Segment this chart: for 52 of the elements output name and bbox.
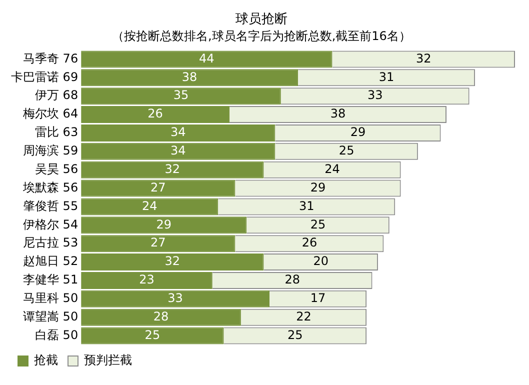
data-label: 38: [182, 70, 198, 84]
data-label: 38: [330, 106, 346, 121]
data-label: 29: [310, 180, 326, 194]
data-label: 25: [144, 328, 160, 342]
data-label: 22: [296, 309, 312, 324]
y-tick-label: 梅尔坎 64: [22, 106, 78, 121]
data-label: 34: [170, 144, 186, 158]
data-label: 24: [324, 162, 340, 176]
data-label: 32: [416, 51, 432, 66]
y-tick-label: 谭望嵩 50: [22, 309, 78, 324]
data-label: 23: [139, 272, 154, 287]
y-tick-label: 马季奇 76: [22, 51, 78, 66]
data-label: 28: [284, 272, 300, 287]
data-label: 29: [350, 125, 366, 140]
data-label: 24: [142, 198, 158, 213]
data-label: 33: [168, 291, 183, 306]
data-label: 28: [153, 309, 169, 324]
data-label: 17: [310, 291, 326, 306]
data-label: 32: [164, 162, 180, 176]
data-label: 44: [199, 51, 214, 66]
data-label: 26: [148, 106, 163, 121]
data-label: 25: [310, 217, 326, 232]
y-tick-label: 伊万 68: [34, 88, 78, 102]
y-tick-label: 埃默森 56: [22, 180, 78, 194]
legend-label: 预判拦截: [84, 353, 132, 368]
y-tick-label: 李健华 51: [22, 272, 78, 287]
data-label: 29: [156, 217, 172, 232]
y-tick-label: 雷比 63: [34, 125, 78, 140]
data-label: 26: [302, 236, 318, 250]
data-label: 31: [298, 198, 314, 213]
y-tick-label: 白磊 50: [34, 328, 78, 342]
data-label: 34: [170, 125, 186, 140]
chart-subtitle: （按抢断总数排名,球员名字后为抢断总数,截至前16名）: [112, 28, 411, 43]
y-tick-label: 尼古拉 53: [22, 236, 78, 250]
data-label: 35: [173, 88, 189, 102]
y-tick-label: 吴昊 56: [34, 162, 78, 176]
data-label: 25: [338, 144, 354, 158]
data-label: 27: [150, 180, 166, 194]
data-label: 27: [150, 236, 166, 250]
data-label: 32: [164, 254, 180, 268]
y-tick-label: 马里科 50: [22, 291, 78, 306]
y-tick-label: 周海滨 59: [22, 144, 78, 158]
y-tick-label: 赵旭日 52: [22, 254, 78, 268]
data-label: 20: [313, 254, 329, 268]
chart-title: 球员抢断: [236, 12, 288, 28]
data-label: 25: [288, 328, 303, 342]
data-label: 33: [367, 88, 383, 102]
legend-label: 抢截: [34, 353, 58, 368]
data-label: 31: [378, 70, 394, 84]
y-tick-label: 卡巴雷诺 69: [10, 70, 78, 84]
y-tick-label: 伊格尔 54: [22, 217, 78, 232]
y-tick-label: 肇俊哲 55: [22, 198, 78, 213]
